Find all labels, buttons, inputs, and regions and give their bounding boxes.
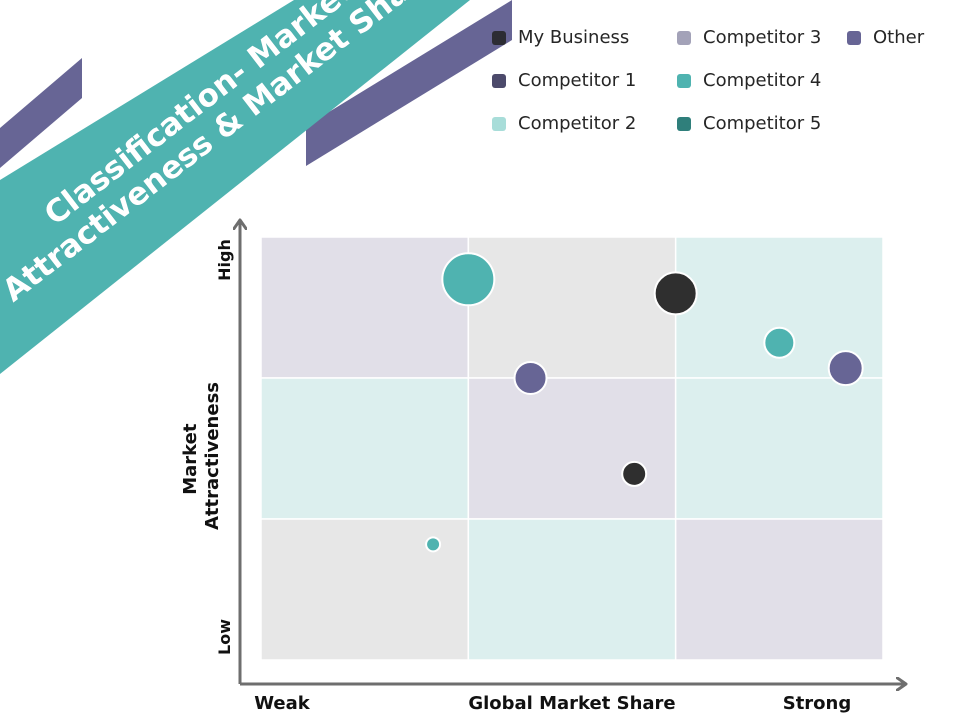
legend-label: Other [873, 27, 925, 48]
legend-swatch [492, 116, 506, 131]
grid-cell [467, 518, 677, 661]
legend-item: Competitor 3 [677, 16, 847, 59]
legend-label: Competitor 3 [703, 27, 822, 48]
x-axis-title: Global Market Share [468, 693, 675, 714]
banner-accent-left [0, 58, 82, 168]
banner-accent-right [306, 0, 512, 166]
grid-cell [467, 377, 677, 520]
legend-spacer [847, 102, 957, 145]
legend-item: Competitor 4 [677, 59, 847, 102]
data-point [513, 361, 548, 395]
legend-label: Competitor 1 [518, 70, 637, 91]
legend-item: Competitor 1 [492, 59, 677, 102]
legend-label: Competitor 4 [703, 70, 822, 91]
data-point [763, 326, 796, 359]
legend-item: My Business [492, 16, 677, 59]
grid-cell [674, 377, 884, 520]
legend-label: Competitor 2 [518, 113, 637, 134]
grid-cell [674, 518, 884, 661]
legend: My Business Competitor 3 Other Competitor 1… [492, 16, 952, 134]
legend-spacer [847, 59, 957, 102]
data-point [425, 536, 442, 553]
legend-item: Competitor 5 [677, 102, 847, 145]
y-tick-label-high: High [215, 239, 234, 281]
y-axis-title-line-2: Attractiveness [202, 382, 223, 530]
banner-band [0, 0, 470, 374]
axis-labels: Weak Global Market Share Strong High Low… [180, 239, 851, 714]
legend-item: Other [847, 16, 957, 59]
legend-swatch [492, 73, 506, 88]
data-point [653, 271, 698, 316]
legend-label: My Business [518, 27, 630, 48]
legend-swatch [677, 73, 691, 88]
legend-swatch [677, 30, 691, 45]
grid-cell [467, 236, 677, 379]
legend-swatch [677, 116, 691, 131]
legend-label: Competitor 5 [703, 113, 822, 134]
data-point [621, 460, 648, 487]
y-axis-title: Market Attractiveness [180, 382, 223, 530]
y-axis-title-line-1: Market [180, 423, 201, 495]
grid-cell [260, 377, 470, 520]
legend-item: Competitor 2 [492, 102, 677, 145]
axes [240, 220, 906, 684]
grid-cell [260, 236, 470, 379]
title-banner [0, 0, 512, 374]
data-point [441, 252, 496, 307]
data-point [827, 350, 864, 387]
y-tick-label-low: Low [215, 619, 234, 655]
legend-swatch [492, 30, 506, 45]
x-tick-label-low: Weak [254, 693, 311, 714]
matrix-grid [260, 236, 884, 661]
legend-swatch [847, 30, 861, 45]
bubble-points [425, 252, 864, 553]
x-tick-label-high: Strong [783, 693, 852, 714]
